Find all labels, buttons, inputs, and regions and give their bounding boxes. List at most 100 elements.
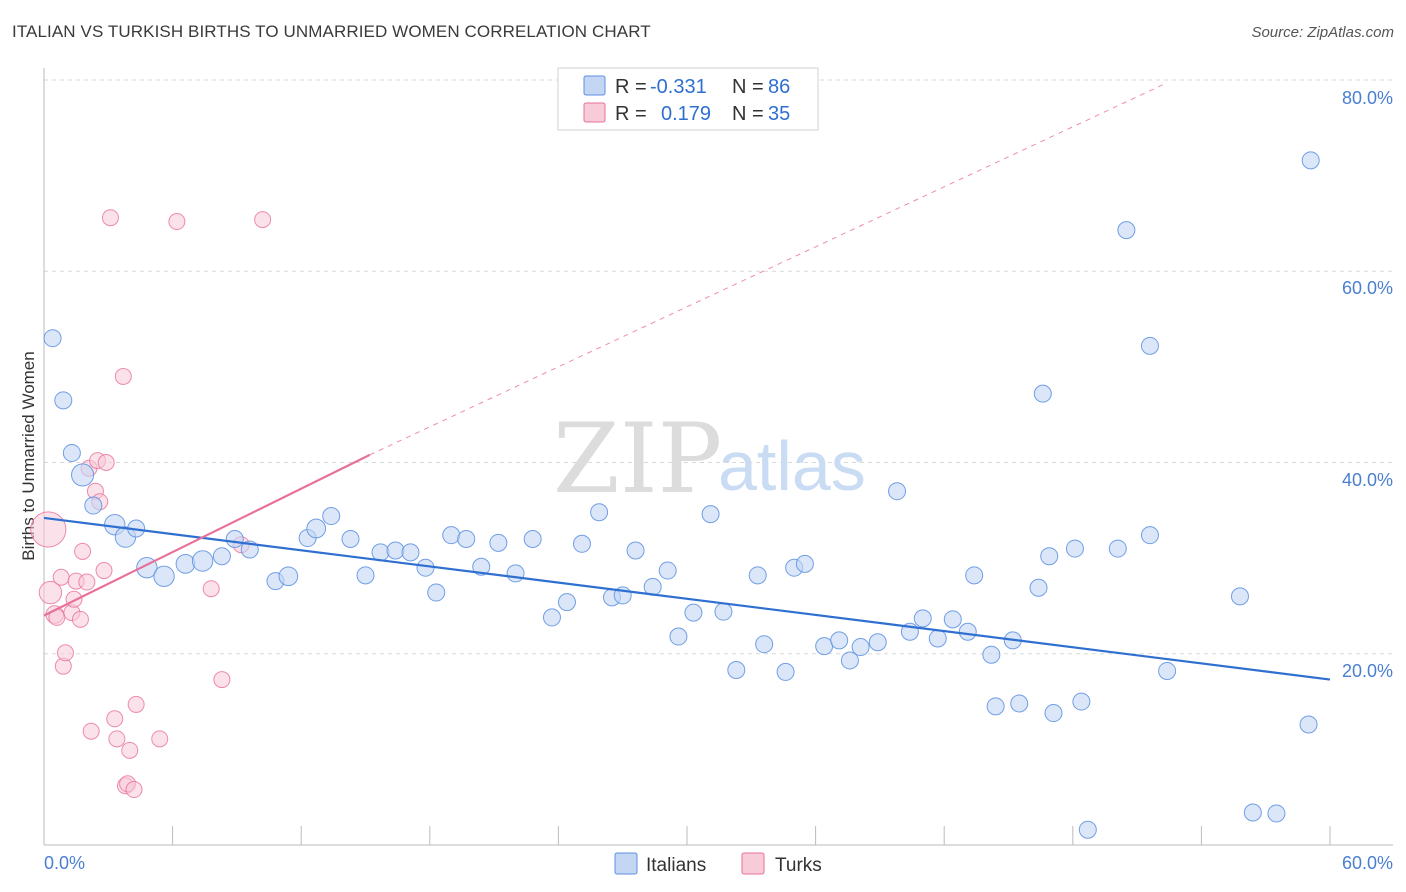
italians-point	[840, 651, 859, 670]
italians-point	[851, 638, 870, 657]
italians-point	[1010, 694, 1029, 713]
italians-point	[982, 645, 1001, 664]
bottom-legend-swatch-turks	[741, 852, 765, 875]
italians-point	[175, 554, 196, 574]
italians-point	[928, 629, 947, 648]
turks-point	[151, 730, 169, 748]
italians-point	[71, 463, 95, 487]
italians-point	[557, 593, 576, 612]
italians-point	[776, 662, 795, 681]
italians-point	[506, 564, 525, 583]
italians-point	[958, 622, 977, 641]
italians-point	[1140, 526, 1159, 545]
turks-point	[127, 695, 145, 713]
legend-n-value: 35	[768, 103, 790, 125]
italians-point	[212, 547, 231, 566]
turks-point	[108, 730, 126, 748]
turks-point	[213, 671, 231, 689]
italians-point	[54, 391, 73, 410]
turks-point	[114, 367, 132, 385]
italians-point	[943, 610, 962, 629]
italians-point	[43, 329, 62, 348]
x-tick-label-min: 0.0%	[44, 853, 85, 873]
legend-n-value: 86	[768, 76, 790, 98]
turks-point	[125, 781, 143, 799]
italians-point	[1033, 384, 1052, 403]
italians-point	[1140, 336, 1159, 355]
italians-point	[457, 530, 476, 548]
turks-point	[71, 610, 89, 628]
italians-point	[427, 583, 446, 602]
italians-point	[1299, 715, 1318, 734]
turks-trend-line	[43, 453, 371, 617]
turks-point	[97, 454, 115, 471]
italians-point	[1065, 539, 1084, 558]
bottom-legend-turks: Turks	[775, 855, 822, 876]
italians-point	[371, 543, 390, 562]
italians-point	[523, 530, 542, 548]
italians-point	[542, 608, 561, 627]
x-axis-ticks	[43, 826, 1331, 845]
italians-point	[1078, 820, 1097, 839]
italians-point	[1230, 587, 1249, 606]
turks-point	[95, 562, 113, 580]
italians-point	[356, 566, 375, 585]
italians-point	[1044, 704, 1063, 723]
italians-point	[322, 507, 341, 526]
y-tick-labels: 20.0% 40.0% 60.0% 80.0%	[1342, 88, 1393, 681]
italians-point	[278, 566, 299, 587]
italians-point	[669, 627, 688, 646]
legend-swatch-turks	[583, 102, 606, 123]
turks-series	[30, 209, 272, 799]
turks-point	[202, 580, 220, 598]
turks-point	[82, 722, 100, 740]
turks-point	[38, 580, 63, 605]
turks-point	[56, 644, 74, 662]
italians-point	[755, 635, 774, 654]
turks-point	[65, 590, 83, 608]
italians-point	[1267, 804, 1286, 823]
italians-point	[913, 609, 932, 628]
italians-point	[306, 518, 327, 539]
legend-n-label: N =	[732, 76, 764, 98]
italians-point	[590, 503, 609, 522]
x-tick-label-max: 60.0%	[1342, 853, 1393, 873]
y-axis-title: Births to Unmarried Women	[19, 351, 38, 560]
bottom-legend: Italians Turks	[614, 852, 822, 876]
italians-point	[341, 530, 360, 548]
turks-point	[78, 573, 96, 591]
watermark-zip: ZIP	[553, 403, 722, 515]
italians-point	[1108, 539, 1127, 558]
italians-point	[658, 561, 677, 580]
legend-r-value: 0.179	[661, 103, 711, 125]
source-label: Source: ZipAtlas.com	[1251, 24, 1394, 41]
legend-r-label: R =	[615, 103, 647, 125]
italians-point	[626, 541, 645, 560]
italians-point	[1243, 803, 1262, 822]
italians-point	[727, 661, 746, 680]
italians-point	[572, 534, 591, 553]
italians-point	[701, 505, 720, 524]
top-legend: R = -0.331 N = 86 R = 0.179 N = 35	[557, 67, 819, 131]
turks-point	[106, 710, 124, 728]
grid	[44, 79, 1393, 655]
italians-point	[1072, 692, 1091, 711]
italians-point	[489, 533, 508, 552]
y-tick-label: 80.0%	[1342, 88, 1393, 108]
italians-point	[401, 543, 420, 562]
bottom-legend-italians: Italians	[646, 855, 706, 876]
italians-point	[153, 565, 175, 587]
italians-point	[225, 530, 244, 548]
watermark: ZIP atlas	[553, 403, 866, 515]
turks-point	[30, 511, 67, 548]
turks-point	[168, 213, 186, 231]
italians-point	[986, 697, 1005, 716]
italians-point	[830, 631, 849, 650]
italians-point	[386, 541, 405, 560]
y-tick-label: 60.0%	[1342, 278, 1393, 298]
italians-point	[748, 566, 767, 585]
italians-trend-line	[43, 516, 1331, 681]
italians-point	[1040, 547, 1059, 566]
chart-title: ITALIAN VS TURKISH BIRTHS TO UNMARRIED W…	[12, 22, 651, 41]
legend-swatch-italians	[583, 75, 606, 96]
